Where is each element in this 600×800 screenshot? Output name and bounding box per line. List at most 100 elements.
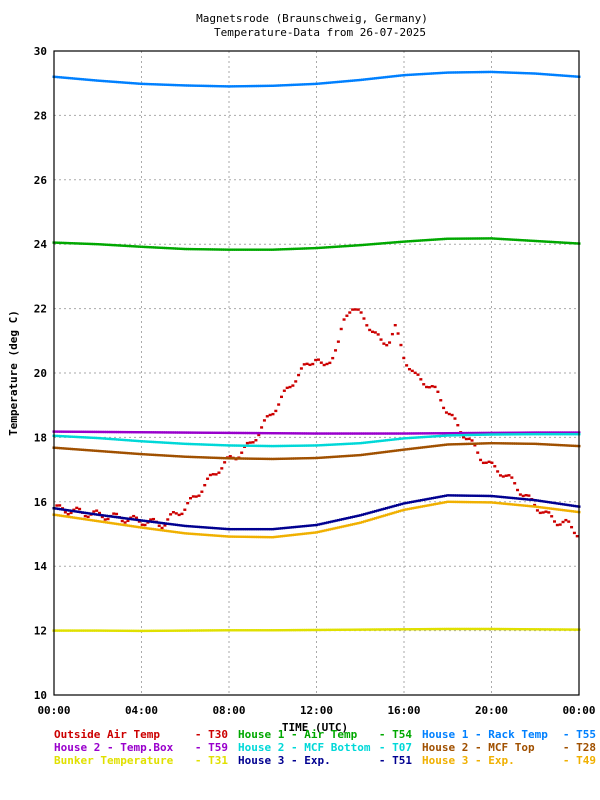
point-T59 [225, 431, 229, 435]
point-T07 [308, 444, 312, 447]
point-T49 [492, 501, 496, 504]
point-T55 [422, 72, 426, 76]
point-T51 [140, 519, 143, 522]
point-T55 [183, 84, 187, 87]
point-T07 [277, 444, 281, 448]
point-T54 [492, 237, 496, 240]
point-T49 [546, 507, 550, 510]
point-T28 [203, 456, 207, 459]
point-T07 [549, 432, 553, 436]
point-T54 [330, 245, 334, 249]
point-T30 [444, 411, 448, 414]
point-T07 [161, 441, 165, 444]
point-T51 [72, 509, 76, 513]
point-T54 [129, 244, 133, 248]
point-T54 [374, 242, 378, 246]
point-T28 [301, 457, 305, 460]
point-T55 [573, 75, 577, 78]
point-T59 [459, 431, 463, 435]
point-T55 [492, 70, 496, 74]
point-T28 [124, 451, 128, 455]
point-T55 [557, 74, 561, 77]
point-T55 [74, 77, 78, 80]
point-T59 [229, 431, 233, 435]
point-T28 [446, 443, 450, 446]
point-T59 [120, 430, 124, 434]
point-T54 [207, 248, 211, 251]
point-T55 [293, 83, 297, 87]
point-T54 [325, 246, 329, 249]
point-T51 [527, 498, 531, 501]
point-T54 [59, 241, 63, 245]
point-T55 [118, 81, 122, 84]
point-T59 [177, 431, 181, 434]
point-T55 [575, 75, 579, 78]
point-T28 [185, 455, 189, 459]
point-T28 [234, 457, 238, 460]
point-T59 [435, 432, 439, 435]
point-T07 [282, 444, 286, 448]
point-T49 [269, 535, 273, 539]
point-T55 [470, 71, 474, 74]
point-T30 [405, 364, 409, 367]
point-T49 [391, 511, 395, 515]
point-T28 [433, 444, 437, 448]
point-T07 [465, 433, 469, 437]
point-T49 [109, 521, 113, 525]
point-T07 [516, 433, 520, 436]
point-T28 [131, 452, 135, 455]
point-T49 [286, 534, 290, 537]
point-T54 [297, 247, 301, 250]
point-T07 [275, 444, 279, 448]
point-T59 [345, 432, 349, 435]
point-T31 [185, 629, 189, 632]
tick-labels: 00:00 04:00 08:00 12:00 16:00 20:00 00:0010121… [34, 45, 596, 717]
point-T51 [360, 513, 364, 516]
point-T55 [446, 71, 450, 74]
point-T30 [126, 519, 130, 523]
point-T49 [564, 509, 568, 512]
point-T31 [500, 627, 504, 631]
point-T55 [242, 84, 246, 88]
point-T54 [422, 239, 426, 242]
point-T07 [260, 444, 264, 448]
point-T59 [395, 432, 399, 435]
point-T31 [409, 628, 413, 631]
point-T07 [247, 444, 251, 447]
point-T31 [345, 628, 349, 631]
point-T55 [516, 71, 520, 75]
x-tick-label: 16:00 [387, 704, 420, 717]
point-T49 [94, 519, 98, 522]
point-T30 [189, 496, 192, 500]
point-T49 [476, 501, 480, 504]
point-T30 [382, 342, 386, 345]
point-T55 [290, 83, 294, 87]
point-T54 [424, 238, 428, 242]
point-T31 [341, 628, 345, 631]
point-T55 [472, 70, 476, 74]
point-T59 [258, 431, 262, 435]
point-T28 [481, 442, 485, 445]
point-T54 [522, 239, 526, 242]
point-T28 [387, 450, 391, 453]
point-T55 [389, 75, 393, 78]
point-T28 [308, 456, 312, 460]
legend-code-T28: - T28 [563, 741, 596, 754]
point-T28 [420, 446, 423, 449]
point-T30 [498, 474, 502, 477]
point-T59 [485, 431, 489, 435]
point-T54 [161, 246, 165, 250]
point-T28 [56, 446, 60, 450]
point-T30 [297, 373, 301, 377]
point-T49 [295, 533, 299, 536]
point-T07 [387, 438, 391, 442]
point-T07 [371, 440, 375, 443]
point-T55 [371, 77, 375, 80]
point-T59 [297, 432, 301, 435]
point-T07 [196, 443, 200, 446]
point-T28 [470, 442, 474, 445]
point-T51 [522, 497, 526, 501]
point-T30 [433, 385, 437, 389]
point-T54 [568, 241, 572, 245]
point-T54 [94, 242, 98, 246]
